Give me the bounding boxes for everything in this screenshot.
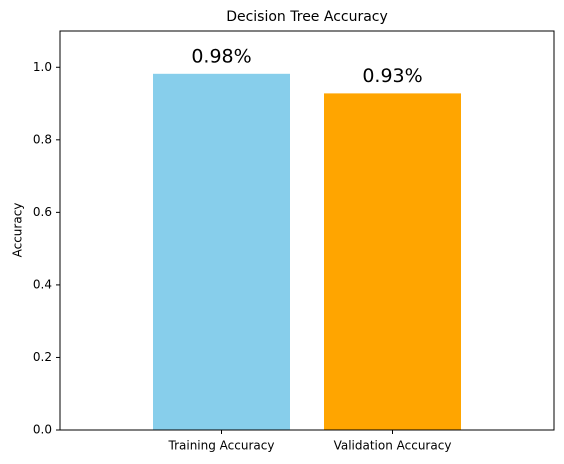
y-axis-label: Accuracy — [11, 203, 25, 258]
y-tick-label: 1.0 — [33, 60, 52, 74]
value-label: 0.93% — [362, 65, 422, 87]
y-tick-label: 0.8 — [33, 132, 52, 146]
bar — [153, 73, 290, 430]
chart-title: Decision Tree Accuracy — [226, 9, 388, 25]
plot-frame — [59, 30, 555, 431]
y-tick-label: 0.6 — [33, 205, 52, 219]
x-tick-label: Validation Accuracy — [334, 439, 452, 453]
x-tick-label: Training Accuracy — [168, 439, 275, 453]
bar — [324, 93, 461, 430]
y-tick-label: 0.4 — [33, 277, 52, 291]
y-tick-label: 0.0 — [33, 423, 52, 437]
value-label: 0.98% — [191, 45, 251, 67]
y-tick-label: 0.2 — [33, 350, 52, 364]
